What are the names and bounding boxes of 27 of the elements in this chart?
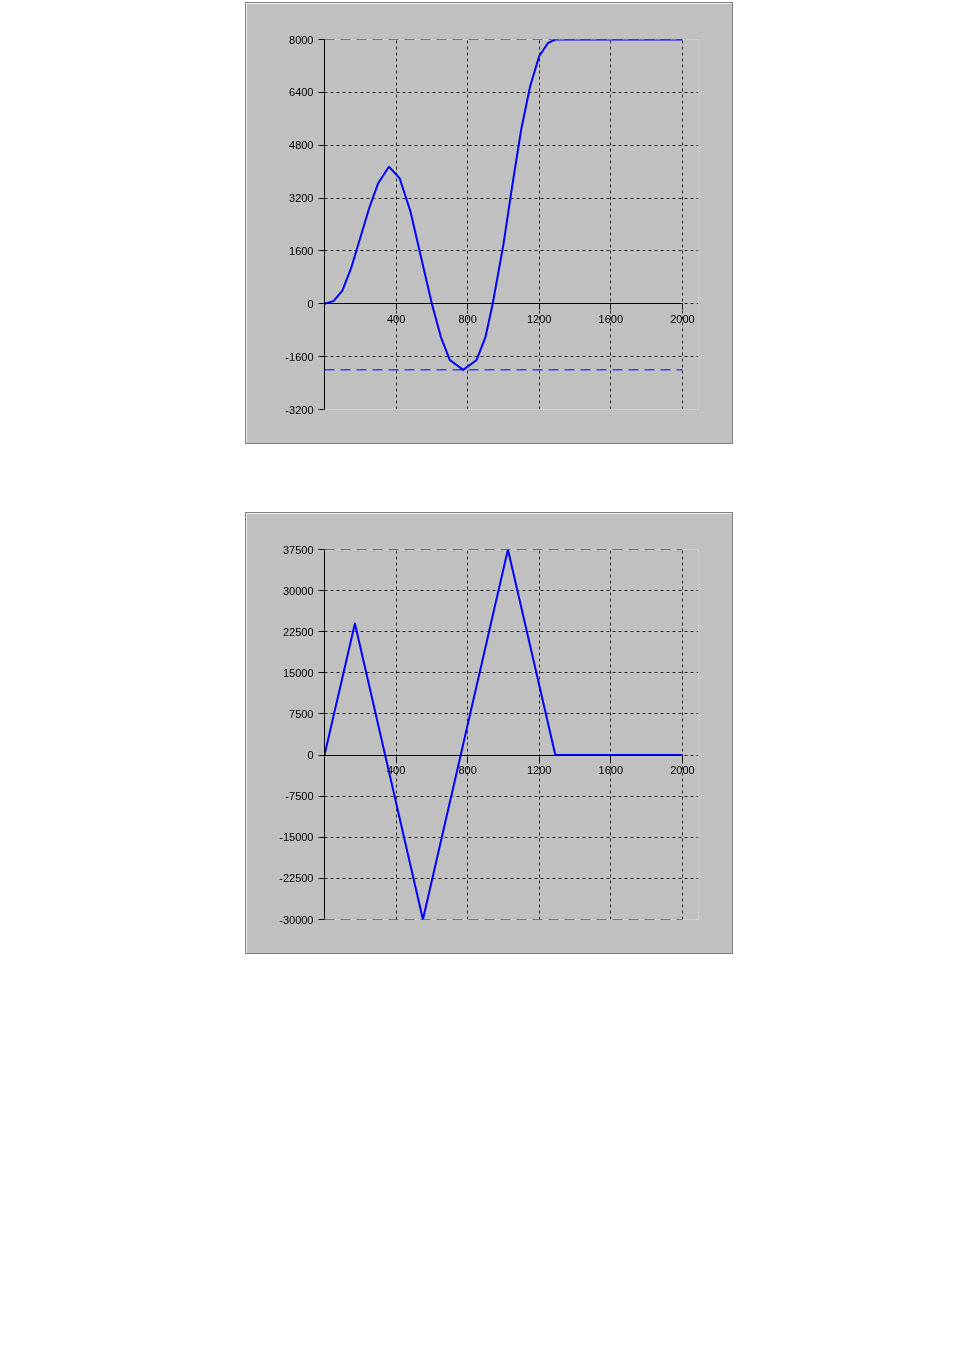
y-tick-label: 6400 bbox=[289, 86, 314, 99]
x-tick-label: 400 bbox=[386, 312, 406, 325]
y-tick-label: -30000 bbox=[279, 913, 314, 926]
x-tick-label: 1600 bbox=[598, 312, 624, 325]
y-tick-label: 15000 bbox=[282, 666, 314, 679]
y-tick-label: 22500 bbox=[282, 625, 314, 638]
y-tick-label: 7500 bbox=[289, 707, 314, 720]
y-tick-label: 0 bbox=[307, 749, 314, 762]
y-tick-label: -3200 bbox=[285, 403, 314, 416]
y-tick-label: -22500 bbox=[279, 872, 314, 885]
y-tick-label: 1600 bbox=[289, 244, 314, 257]
y-tick-label: 4800 bbox=[289, 139, 314, 152]
y-tick-label: -15000 bbox=[279, 831, 314, 844]
x-tick-label: 1200 bbox=[527, 312, 552, 325]
y-tick-label: 0 bbox=[307, 297, 314, 310]
x-tick-label: 800 bbox=[458, 764, 477, 777]
x-tick-label: 1200 bbox=[527, 764, 552, 777]
x-tick-label: 1600 bbox=[598, 764, 624, 777]
y-tick-label: 30000 bbox=[282, 584, 314, 597]
x-tick-label: 2000 bbox=[670, 764, 695, 777]
y-tick-label: -7500 bbox=[285, 790, 314, 803]
y-tick-label: -1600 bbox=[285, 350, 314, 363]
y-tick-label: 37500 bbox=[282, 543, 314, 556]
y-tick-label: 3200 bbox=[289, 192, 314, 205]
y-tick-label: 8000 bbox=[289, 33, 314, 46]
x-tick-label: 800 bbox=[458, 312, 477, 325]
x-tick-label: 2000 bbox=[670, 312, 695, 325]
